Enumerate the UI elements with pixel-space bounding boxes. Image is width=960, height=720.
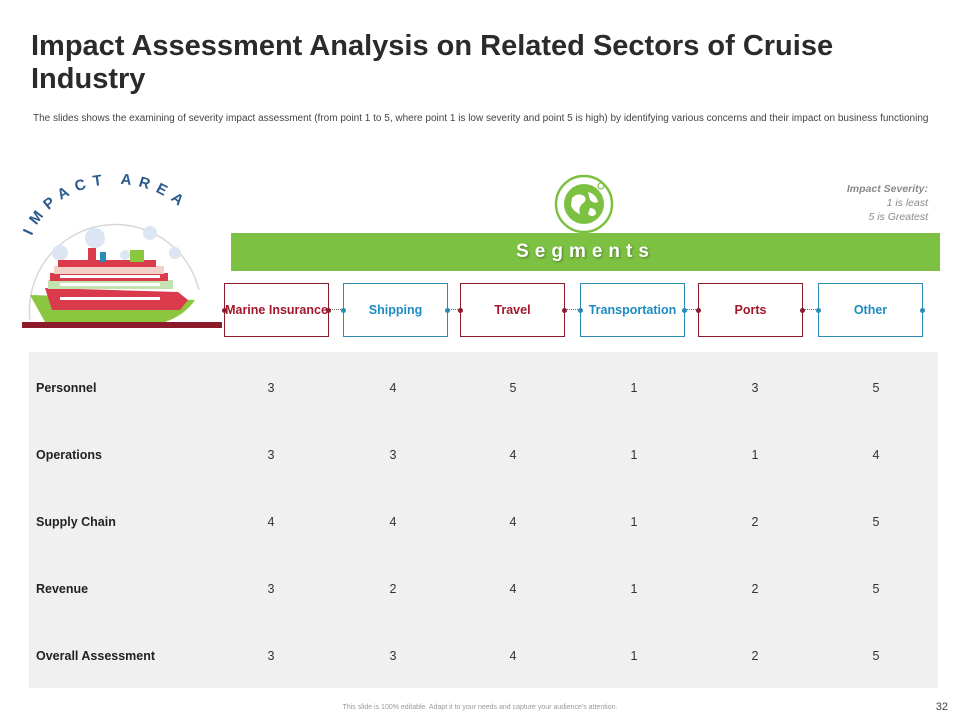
impact-area-label: IMPACT AREA <box>20 171 192 238</box>
table-cell: 1 <box>751 447 759 462</box>
table-cell: 4 <box>267 514 275 529</box>
row-label: Operations <box>36 447 102 462</box>
table-row: Operations 3 3 4 1 1 4 <box>29 421 938 488</box>
page-number: 32 <box>935 701 948 713</box>
table-row: Supply Chain 4 4 4 1 2 5 <box>29 488 938 555</box>
severity-line-2: 5 is Greatest <box>868 211 928 223</box>
table-cell: 3 <box>389 447 397 462</box>
table-cell: 1 <box>630 380 638 395</box>
segment-other: Other <box>816 283 925 337</box>
row-label: Personnel <box>36 380 97 395</box>
table-cell: 4 <box>509 648 517 663</box>
table-cell: 4 <box>509 447 517 462</box>
segments-header-bar: Segments <box>231 233 940 271</box>
table-cell: 1 <box>630 648 638 663</box>
segment-shipping: Shipping <box>341 283 450 337</box>
slide-footer: This slide is 100% editable. Adapt it to… <box>342 704 618 711</box>
table-cell: 1 <box>630 447 638 462</box>
table-cell: 4 <box>389 514 397 529</box>
segments-label: Segments <box>516 241 655 262</box>
segment-marine-insurance: Marine Insurance <box>222 283 331 337</box>
table-row: Revenue 3 2 4 1 2 5 <box>29 555 938 622</box>
table-cell: 2 <box>751 514 759 529</box>
table-cell: 5 <box>509 380 517 395</box>
segment-connector <box>803 309 818 310</box>
severity-line-1: 1 is least <box>886 197 928 209</box>
table-cell: 5 <box>872 648 880 663</box>
table-cell: 2 <box>751 581 759 596</box>
segment-connector <box>448 309 460 310</box>
table-cell: 5 <box>872 514 880 529</box>
table-cell: 4 <box>389 380 397 395</box>
slide-subtitle: The slides shows the examining of severi… <box>33 113 929 124</box>
segment-connector <box>565 309 580 310</box>
table-cell: 5 <box>872 581 880 596</box>
table-cell: 4 <box>509 514 517 529</box>
table-cell: 3 <box>751 380 759 395</box>
segment-transportation: Transportation <box>578 283 687 337</box>
segment-connector <box>685 309 698 310</box>
severity-title: Impact Severity: <box>846 183 928 195</box>
table-row: Personnel 3 4 5 1 3 5 <box>29 354 938 421</box>
row-label: Overall Assessment <box>36 648 156 663</box>
segment-connector <box>329 309 343 310</box>
table-cell: 3 <box>267 447 275 462</box>
impact-table: Personnel 3 4 5 1 3 5 Operations 3 3 4 1… <box>29 352 938 688</box>
slide-title: Impact Assessment Analysis on Related Se… <box>31 30 834 95</box>
table-cell: 3 <box>267 648 275 663</box>
table-cell: 5 <box>872 380 880 395</box>
table-cell: 2 <box>389 581 397 596</box>
row-label: Revenue <box>36 581 89 596</box>
table-cell: 3 <box>267 581 275 596</box>
cruise-ship-illustration: IMPACT AREA <box>0 170 225 335</box>
table-cell: 3 <box>267 380 275 395</box>
table-cell: 2 <box>751 648 759 663</box>
impact-severity-legend: Impact Severity: 1 is least 5 is Greates… <box>847 182 928 224</box>
table-row: Overall Assessment 3 3 4 1 2 5 <box>29 622 938 689</box>
row-label: Supply Chain <box>36 514 116 529</box>
segment-travel: Travel <box>458 283 567 337</box>
table-cell: 4 <box>509 581 517 596</box>
table-cell: 1 <box>630 581 638 596</box>
table-cell: 4 <box>872 447 880 462</box>
table-cell: 3 <box>389 648 397 663</box>
table-cell: 1 <box>630 514 638 529</box>
globe-icon <box>554 174 614 234</box>
segment-ports: Ports <box>696 283 805 337</box>
